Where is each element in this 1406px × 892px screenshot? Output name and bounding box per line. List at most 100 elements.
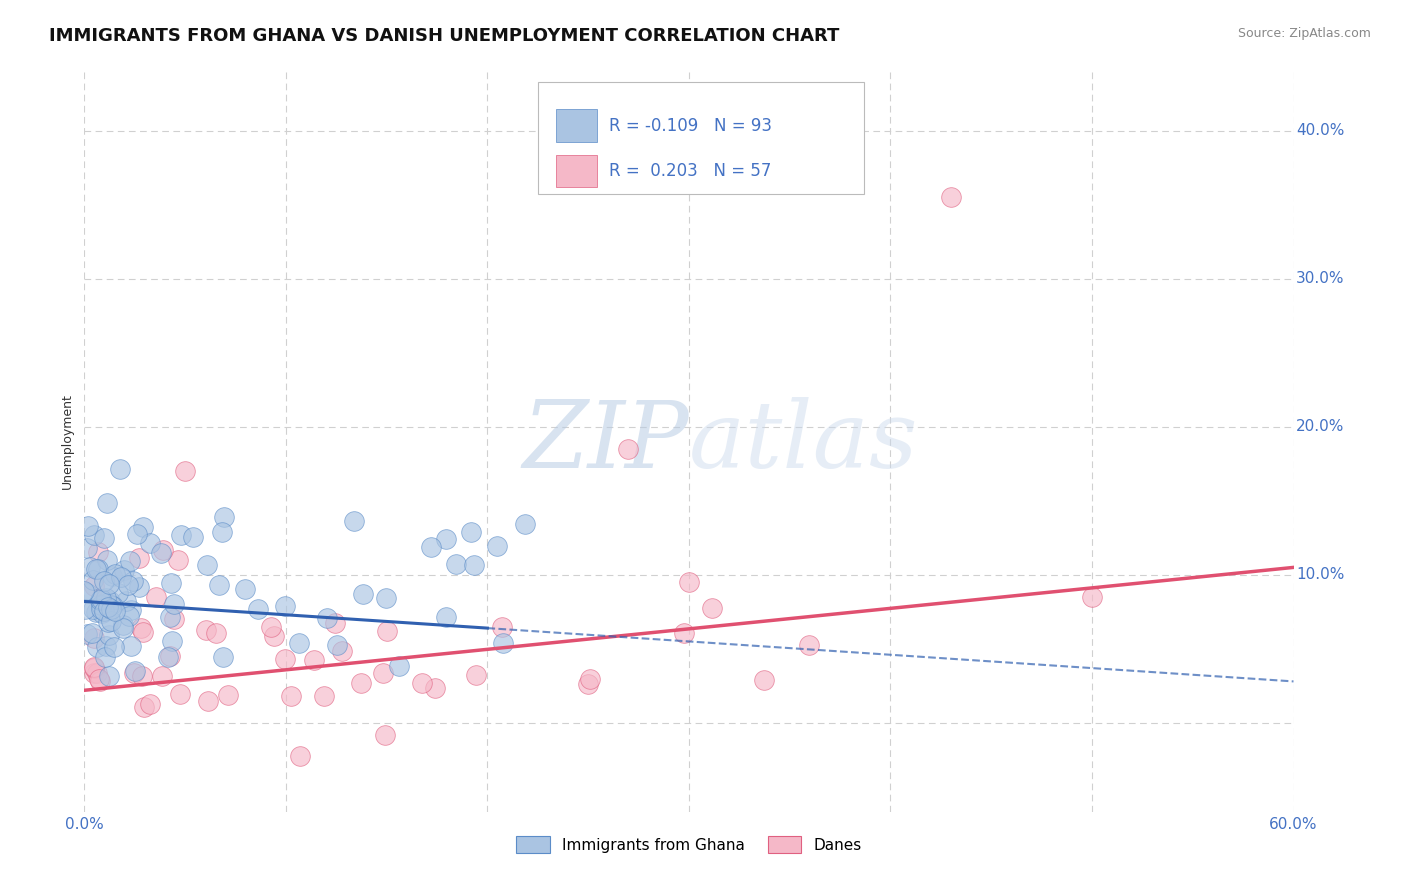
Point [150,669,173,683]
Point [211,649,233,664]
Point [491,620,513,634]
Point [388,659,411,673]
Point [343,514,366,528]
Point [754,673,776,687]
Legend: Immigrants from Ghana, Danes: Immigrants from Ghana, Danes [510,830,868,860]
Point [423,681,446,696]
Point [100,602,122,616]
Point [94,595,117,609]
Point [205,625,228,640]
Point [120,554,142,568]
Point [211,525,233,540]
Point [163,612,186,626]
Point [371,665,394,680]
Point [84,562,107,576]
Point [377,624,399,638]
Point [315,610,337,624]
Point [83,631,105,645]
Point [434,610,457,624]
Point [86,640,108,654]
Point [93,531,115,545]
Point [273,652,295,666]
Point [374,728,396,742]
Point [330,644,353,658]
Point [128,551,150,566]
Point [160,633,183,648]
Point [212,510,235,524]
Text: 10.0%: 10.0% [1296,567,1344,582]
Point [138,698,160,712]
Point [76,586,98,600]
Point [312,690,335,704]
Point [131,669,153,683]
Point [411,676,433,690]
Point [700,601,723,615]
FancyBboxPatch shape [555,155,598,187]
Point [167,553,190,567]
Point [132,519,155,533]
Point [110,570,132,584]
Point [617,442,640,456]
Point [217,689,239,703]
FancyBboxPatch shape [538,82,865,194]
Point [89,593,111,607]
Point [83,527,105,541]
Point [163,597,186,611]
Point [463,558,485,572]
Point [246,602,269,616]
Point [108,462,131,476]
Point [93,574,115,588]
Point [260,620,283,634]
Point [114,563,136,577]
Point [87,562,110,576]
Point [103,599,125,613]
Point [139,536,162,550]
Point [112,618,135,632]
Point [120,639,142,653]
Point [150,546,173,560]
Point [90,592,112,607]
Point [197,693,219,707]
Point [96,639,118,653]
Point [80,625,103,640]
Text: IMMIGRANTS FROM GHANA VS DANISH UNEMPLOYMENT CORRELATION CHART: IMMIGRANTS FROM GHANA VS DANISH UNEMPLOY… [49,27,839,45]
Point [799,638,821,652]
Text: R =  0.203   N = 57: R = 0.203 N = 57 [609,162,772,180]
Point [87,545,110,559]
Point [100,614,122,628]
Point [84,605,107,619]
Point [97,628,120,642]
Point [673,625,696,640]
Point [302,653,325,667]
Point [159,649,181,664]
Point [420,541,443,555]
Point [104,567,127,582]
Point [159,609,181,624]
Point [128,580,150,594]
Point [96,591,118,605]
Text: 40.0%: 40.0% [1296,123,1344,138]
Point [195,558,218,572]
Point [86,665,108,680]
Point [132,700,155,714]
Point [89,674,111,689]
Point [98,669,121,683]
Point [107,585,129,599]
Point [132,625,155,640]
Point [576,677,599,691]
Point [156,649,179,664]
Point [170,528,193,542]
Point [103,640,125,654]
Point [93,604,115,618]
Point [124,664,146,678]
Point [169,687,191,701]
Point [181,530,204,544]
Point [82,602,104,616]
Point [93,649,115,664]
Point [939,190,962,204]
Point [513,517,536,532]
Y-axis label: Unemployment: Unemployment [60,393,75,490]
Point [578,672,600,686]
Point [352,587,374,601]
Point [280,689,302,703]
